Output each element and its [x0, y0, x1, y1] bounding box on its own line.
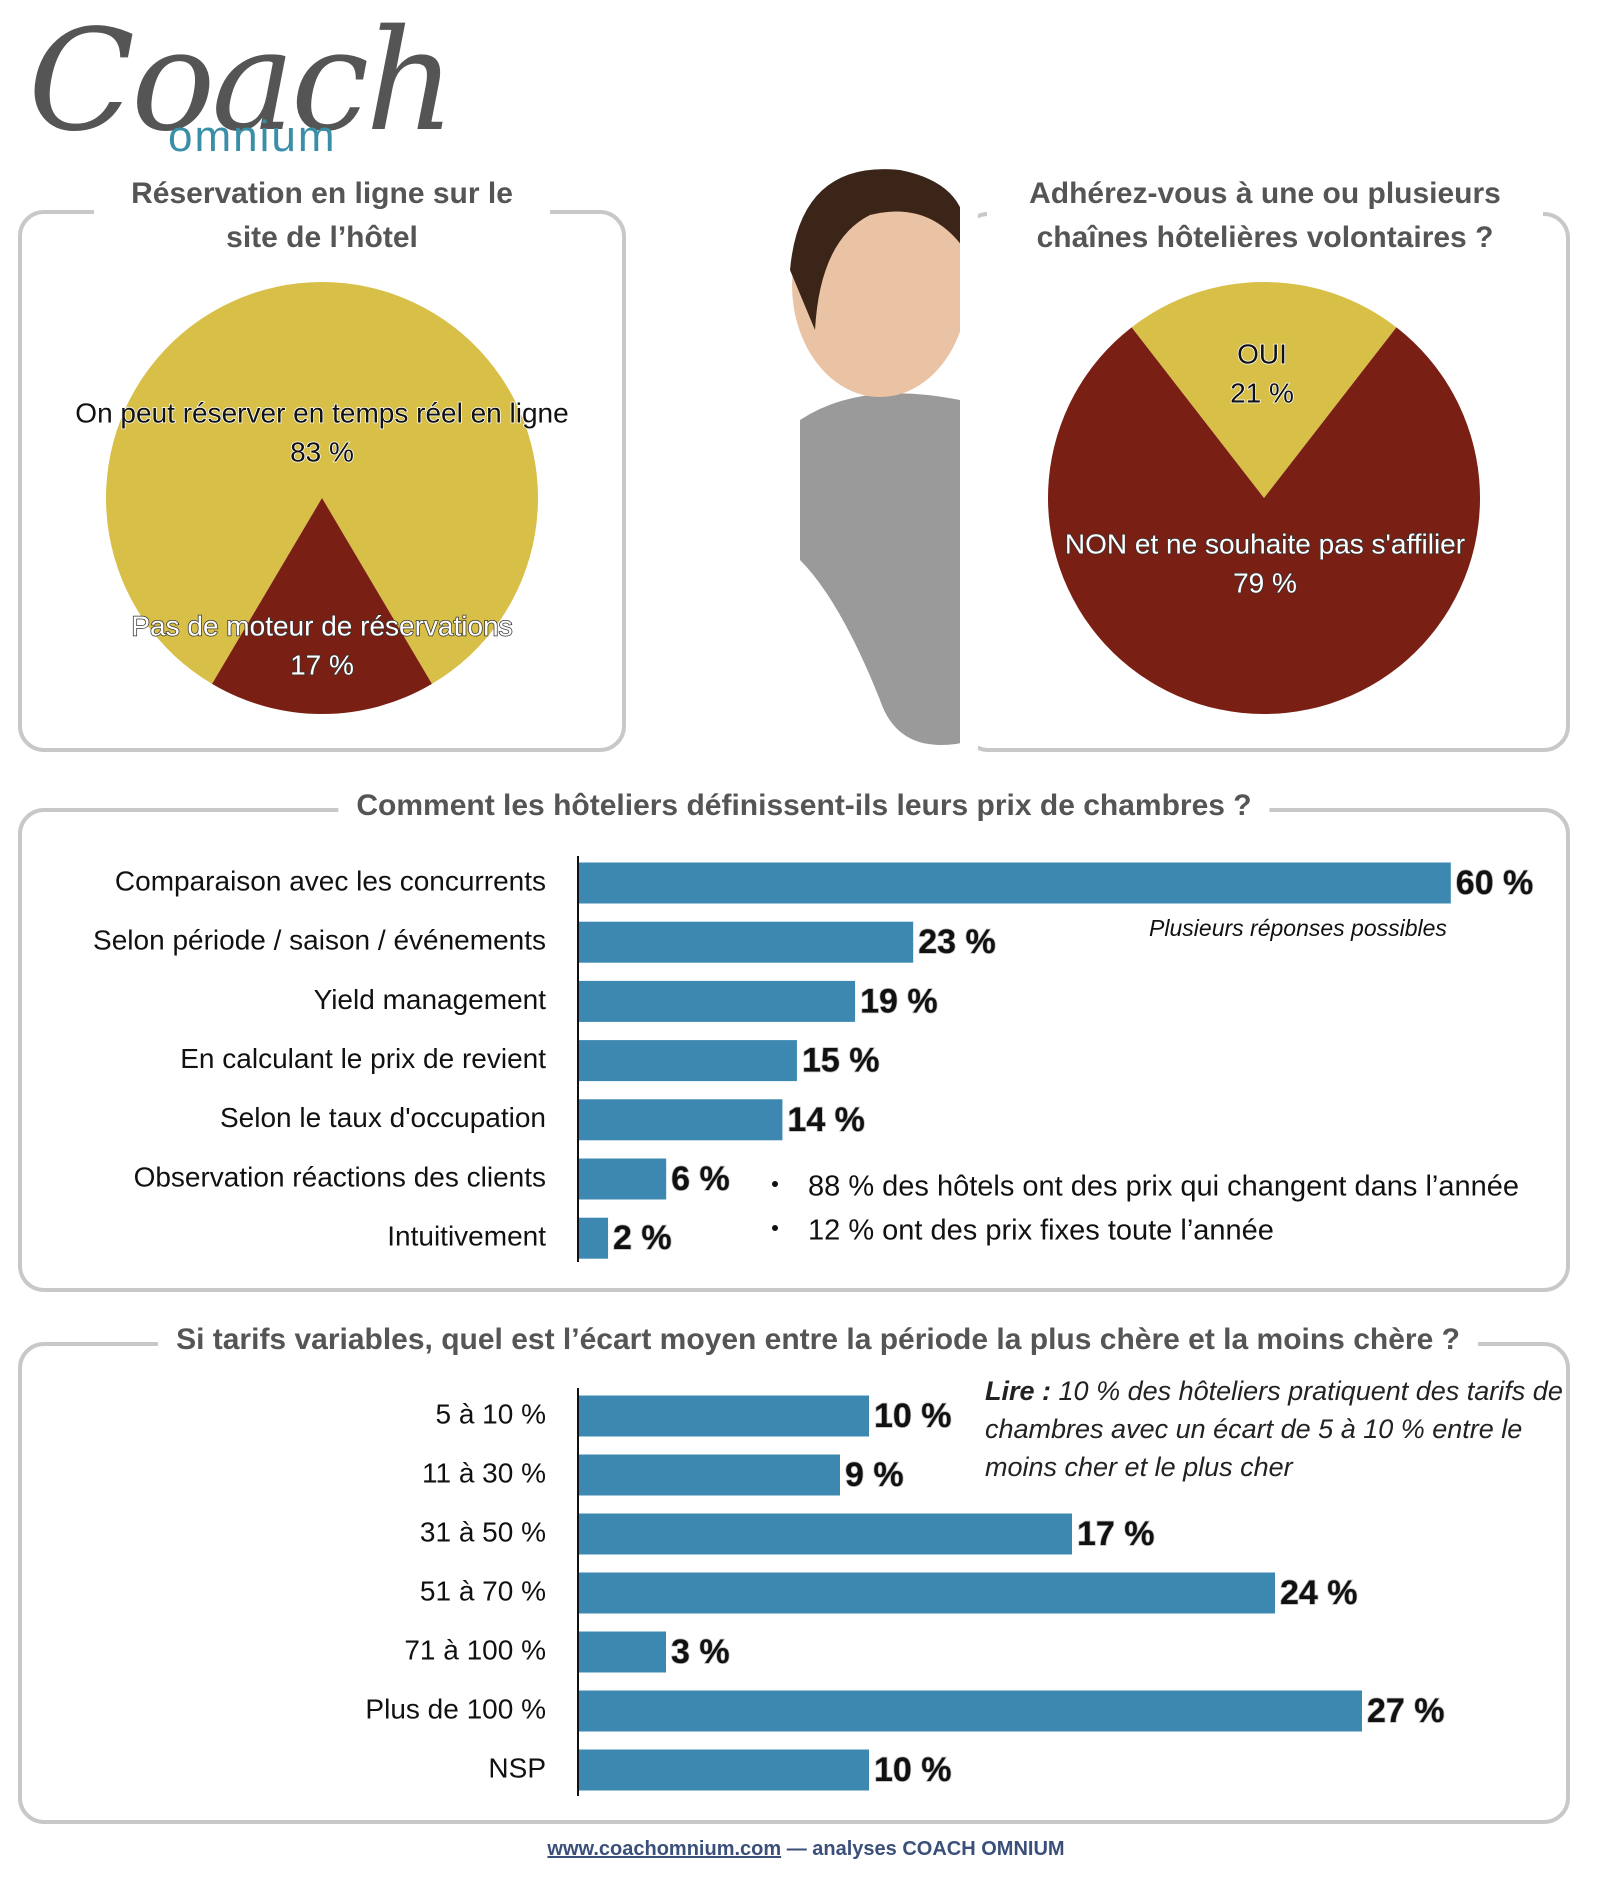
footer: www.coachomnium.com — analyses COACH OMN…	[0, 1838, 1612, 1861]
value-label: 15 %	[802, 1042, 880, 1080]
person-illustration	[790, 169, 978, 750]
logo-sub: omnium	[168, 112, 337, 161]
category-label: 31 à 50 %	[420, 1516, 546, 1547]
bar	[579, 1513, 1072, 1555]
category-label: Selon période / saison / événements	[93, 925, 546, 956]
note-label: Lire :	[985, 1376, 1052, 1406]
bar	[579, 980, 856, 1022]
bar	[579, 1099, 783, 1141]
category-label: NSP	[488, 1752, 546, 1783]
category-label: 11 à 30 %	[422, 1457, 546, 1488]
pie-slice	[105, 282, 538, 684]
value-label: 9 %	[845, 1456, 904, 1494]
category-label: Observation réactions des clients	[134, 1161, 546, 1192]
slice-value-label: 83 %	[290, 436, 354, 467]
bar	[579, 1040, 797, 1082]
slice-label: OUI	[1237, 338, 1287, 369]
bar	[579, 1572, 1275, 1614]
slice-label: NON et ne souhaite pas s'affilier	[1065, 528, 1465, 559]
pie-slice	[212, 498, 432, 714]
value-label: 14 %	[787, 1101, 865, 1139]
annotation: Plusieurs réponses possibles	[1149, 915, 1447, 941]
pie-slice	[1047, 327, 1480, 714]
value-label: 19 %	[860, 982, 938, 1020]
footer-link[interactable]: www.coachomnium.com	[547, 1838, 782, 1860]
category-label: Selon le taux d'occupation	[220, 1102, 546, 1133]
slice-label: On peut réserver en temps réel en ligne	[75, 397, 568, 428]
logo-name: Coach	[28, 0, 455, 163]
footer-text: — analyses COACH OMNIUM	[781, 1838, 1065, 1860]
bar	[579, 862, 1451, 904]
category-label: 51 à 70 %	[420, 1575, 546, 1606]
value-label: 23 %	[918, 923, 996, 961]
value-label: 10 %	[874, 1751, 952, 1789]
category-label: 5 à 10 %	[435, 1398, 546, 1429]
category-label: En calculant le prix de revient	[180, 1043, 546, 1074]
bullet	[772, 1225, 778, 1231]
bar	[579, 1690, 1362, 1732]
value-label: 27 %	[1367, 1692, 1445, 1730]
slice-value-label: 21 %	[1230, 377, 1294, 408]
value-label: 24 %	[1280, 1574, 1358, 1612]
value-label: 10 %	[874, 1397, 952, 1435]
value-label: 17 %	[1077, 1515, 1155, 1553]
bar	[579, 1158, 667, 1200]
bar	[579, 1395, 869, 1437]
annotation: 12 % ont des prix fixes toute l’année	[808, 1215, 1274, 1247]
bar	[579, 921, 914, 963]
bullet	[772, 1181, 778, 1187]
value-label: 2 %	[613, 1219, 672, 1257]
category-label: Yield management	[314, 984, 547, 1015]
category-label: Intuitivement	[387, 1221, 546, 1252]
bar	[579, 1217, 609, 1259]
chart-title: Si tarifs variables, quel est l’écart mo…	[158, 1318, 1478, 1362]
category-label: Comparaison avec les concurrents	[115, 865, 546, 896]
bar	[579, 1631, 666, 1673]
category-label: 71 à 100 %	[404, 1634, 546, 1665]
chart-title: Comment les hôteliers définissent-ils le…	[338, 784, 1270, 828]
value-label: 3 %	[671, 1633, 730, 1671]
slice-label: Pas de moteur de réservations	[131, 610, 512, 641]
value-label: 60 %	[1456, 864, 1534, 902]
slice-value-label: 17 %	[290, 649, 354, 680]
value-label: 6 %	[671, 1160, 730, 1198]
bar	[579, 1749, 869, 1791]
chart-title: Réservation en ligne sur le site de l’hô…	[94, 172, 550, 260]
category-label: Plus de 100 %	[365, 1693, 546, 1724]
chart-title: Adhérez-vous à une ou plusieurs chaînes …	[987, 172, 1543, 260]
bar	[579, 1454, 840, 1496]
pie-slice	[1131, 281, 1397, 498]
slice-value-label: 79 %	[1233, 567, 1297, 598]
note-text: 10 % des hôteliers pratiquent des tarifs…	[985, 1376, 1563, 1482]
annotation: 88 % des hôtels ont des prix qui changen…	[808, 1171, 1519, 1203]
reading-note: Lire : 10 % des hôteliers pratiquent des…	[985, 1372, 1565, 1486]
